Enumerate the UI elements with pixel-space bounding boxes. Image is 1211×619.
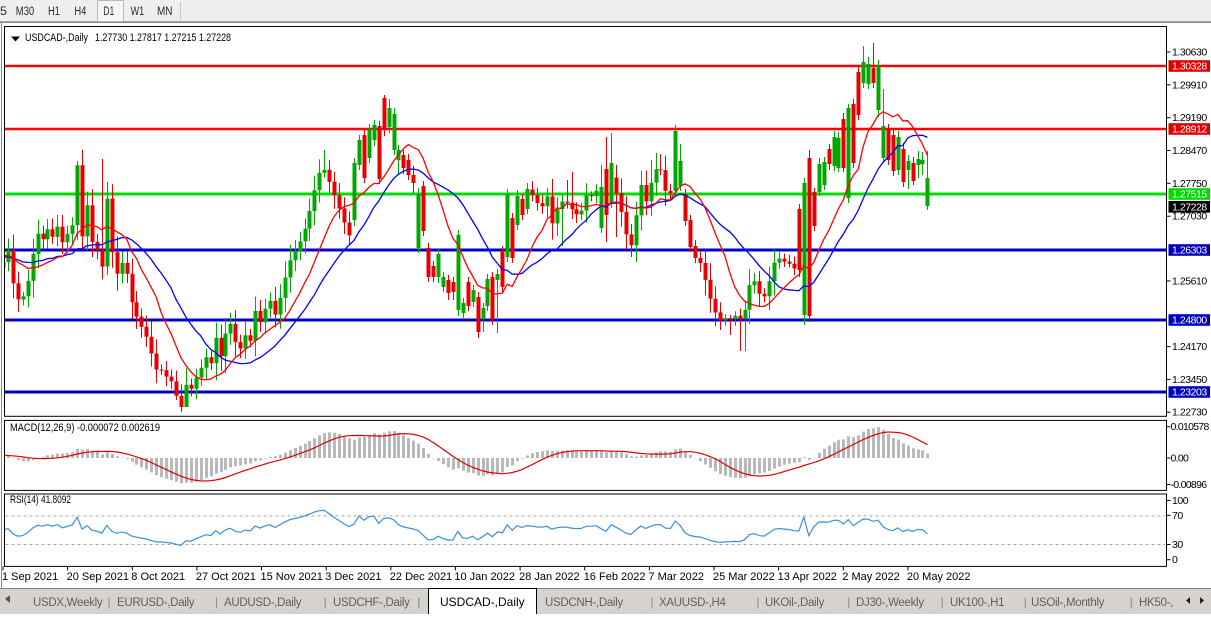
svg-text:1.27030: 1.27030 (1172, 211, 1207, 223)
svg-text:1.30328: 1.30328 (1172, 61, 1207, 73)
svg-text:7 Mar 2022: 7 Mar 2022 (648, 571, 704, 583)
svg-text:D1: D1 (103, 6, 114, 18)
svg-text:W1: W1 (131, 6, 145, 18)
svg-text:20 May 2022: 20 May 2022 (907, 571, 971, 583)
svg-text:MACD(12,26,9) -0.000072 0.0026: MACD(12,26,9) -0.000072 0.002619 (10, 422, 160, 434)
svg-text:|: | (756, 595, 759, 609)
svg-text:0: 0 (1172, 554, 1178, 566)
svg-text:AUDUSD-,Daily: AUDUSD-,Daily (224, 597, 302, 609)
svg-text:DJ30-,Weekly: DJ30-,Weekly (856, 597, 924, 609)
svg-text:28 Jan 2022: 28 Jan 2022 (519, 571, 580, 583)
svg-text:|: | (215, 595, 218, 609)
svg-text:2 May 2022: 2 May 2022 (842, 571, 899, 583)
svg-text:100: 100 (1172, 495, 1189, 507)
svg-text:UK100-,H1: UK100-,H1 (950, 597, 1004, 609)
svg-text:UKOil-,Daily: UKOil-,Daily (765, 597, 825, 609)
svg-text:1.25610: 1.25610 (1172, 275, 1207, 287)
svg-text:1.29910: 1.29910 (1172, 79, 1207, 91)
svg-text:|: | (847, 595, 850, 609)
svg-text:|: | (1024, 595, 1027, 609)
svg-text:10 Jan 2022: 10 Jan 2022 (454, 571, 515, 583)
svg-text:20 Sep 2021: 20 Sep 2021 (67, 571, 129, 583)
svg-text:|: | (1130, 595, 1133, 609)
svg-text:USDCAD-,Daily: USDCAD-,Daily (440, 595, 525, 609)
svg-text:XAUUSD-,H4: XAUUSD-,H4 (659, 597, 727, 609)
svg-text:0.00: 0.00 (1171, 453, 1189, 465)
svg-text:30: 30 (1172, 539, 1183, 551)
svg-text:1.28470: 1.28470 (1172, 145, 1207, 157)
svg-text:1 Sep 2021: 1 Sep 2021 (2, 571, 58, 583)
svg-text:M30: M30 (16, 6, 35, 18)
svg-text:70: 70 (1172, 510, 1183, 522)
svg-text:USDCNH-,Daily: USDCNH-,Daily (545, 597, 623, 609)
svg-text:|: | (417, 595, 420, 609)
svg-text:MN: MN (157, 6, 173, 18)
svg-text:H4: H4 (74, 6, 86, 18)
svg-text:16 Feb 2022: 16 Feb 2022 (584, 571, 646, 583)
svg-text:15 Nov 2021: 15 Nov 2021 (261, 571, 323, 583)
svg-text:1.23203: 1.23203 (1172, 387, 1207, 399)
svg-text:0.010578: 0.010578 (1171, 421, 1210, 433)
svg-text:22 Dec 2021: 22 Dec 2021 (390, 571, 452, 583)
svg-text:25 Mar 2022: 25 Mar 2022 (713, 571, 775, 583)
svg-text:EURUSD-,Daily: EURUSD-,Daily (117, 597, 195, 609)
svg-text:USDX,Weekly: USDX,Weekly (33, 597, 103, 609)
svg-text:1.22730: 1.22730 (1172, 407, 1207, 419)
svg-text:USDCHF-,Daily: USDCHF-,Daily (333, 597, 410, 609)
svg-text:|: | (108, 595, 111, 609)
svg-text:5: 5 (0, 6, 7, 18)
svg-text:|: | (324, 595, 327, 609)
svg-text:1.28912: 1.28912 (1172, 124, 1207, 136)
svg-text:13 Apr 2022: 13 Apr 2022 (778, 571, 837, 583)
svg-text:1.27730 1.27817 1.27215 1.2722: 1.27730 1.27817 1.27215 1.27228 (95, 32, 231, 44)
svg-text:|: | (651, 595, 654, 609)
svg-text:3 Dec 2021: 3 Dec 2021 (325, 571, 381, 583)
svg-text:1.27228: 1.27228 (1172, 201, 1207, 213)
svg-text:USDCAD-,Daily: USDCAD-,Daily (25, 32, 88, 44)
svg-text:H1: H1 (48, 6, 60, 18)
svg-text:USOil-,Monthly: USOil-,Monthly (1031, 597, 1105, 609)
svg-text:1.27750: 1.27750 (1172, 178, 1207, 190)
svg-text:1.26303: 1.26303 (1172, 245, 1207, 257)
svg-text:1.24170: 1.24170 (1172, 341, 1207, 353)
svg-text:HK50-,: HK50-, (1139, 597, 1173, 609)
svg-text:RSI(14) 41.8092: RSI(14) 41.8092 (10, 494, 71, 506)
svg-text:1.24800: 1.24800 (1172, 315, 1207, 327)
svg-text:8 Oct 2021: 8 Oct 2021 (131, 571, 185, 583)
svg-text:-0.00896: -0.00896 (1171, 479, 1208, 491)
svg-text:1.27515: 1.27515 (1172, 189, 1207, 201)
svg-text:|: | (941, 595, 944, 609)
svg-text:1.29190: 1.29190 (1172, 112, 1207, 124)
svg-text:1.30630: 1.30630 (1172, 47, 1207, 59)
svg-text:27 Oct 2021: 27 Oct 2021 (196, 571, 256, 583)
svg-text:1.23450: 1.23450 (1172, 374, 1207, 386)
